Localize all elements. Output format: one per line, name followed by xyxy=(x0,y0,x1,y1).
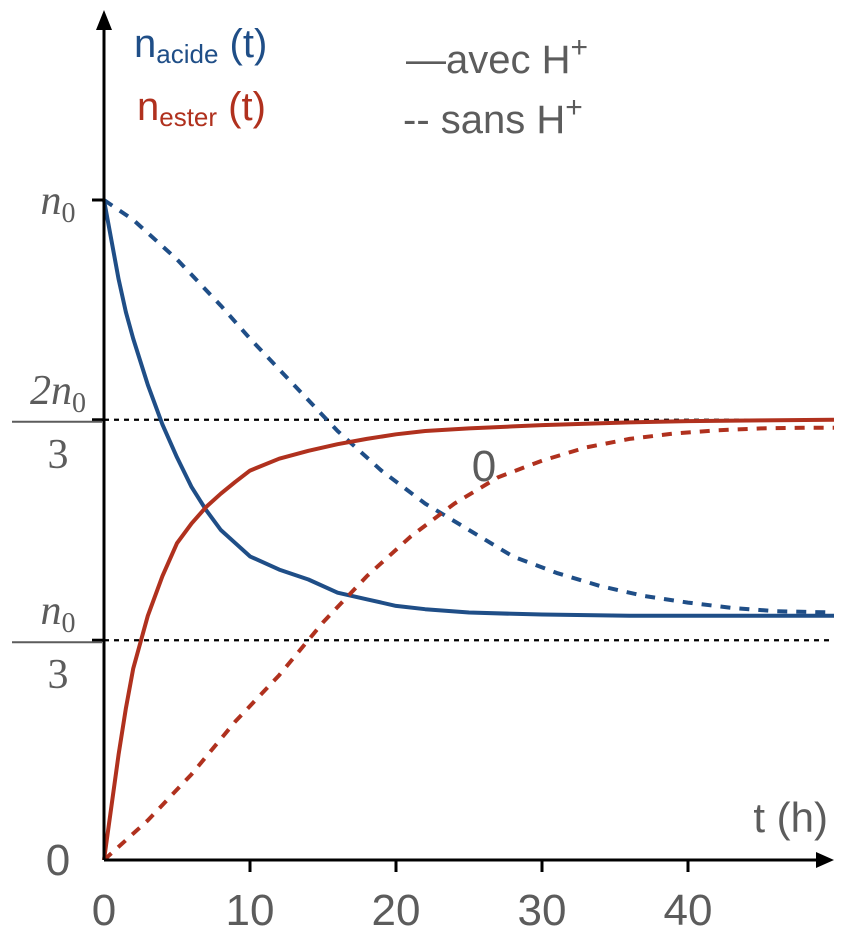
legend-ester-suffix: (t) xyxy=(217,85,266,129)
legend-sans-symbol: -- xyxy=(403,98,430,142)
legend-ester-main: n xyxy=(137,85,159,129)
y-tick-num-main: n xyxy=(41,588,62,634)
legend-acide-suffix: (t) xyxy=(218,22,267,66)
series-line-ester_avec xyxy=(102,417,835,861)
reference-lines xyxy=(104,418,834,642)
legend-ester: nester (t) xyxy=(137,85,266,132)
y-tick-num-sub: 0 xyxy=(72,388,86,419)
y-tick-label: 0 xyxy=(46,836,70,885)
y-tick-label-numerator: n0 xyxy=(41,588,76,639)
legend-sans-text: sans H xyxy=(430,98,566,142)
y-tick-label-denominator: 3 xyxy=(48,432,69,478)
y-tick-num-main: n xyxy=(41,178,62,224)
legend-avec-sup: + xyxy=(571,31,589,64)
curve-annotation: 0 xyxy=(472,442,496,491)
legend-sans-sup: + xyxy=(565,91,583,124)
x-tick-label: 20 xyxy=(372,886,421,933)
legend-avec-symbol: — xyxy=(406,38,446,82)
y-axis-arrow xyxy=(96,10,112,30)
x-tick-label: 10 xyxy=(226,886,275,933)
legend-acide-sub: acide xyxy=(156,39,218,69)
legend-styles: —avec H+ -- sans H+ xyxy=(403,31,588,142)
y-tick-label-numerator: n0 xyxy=(41,178,76,229)
series-line-acide_avec xyxy=(102,199,834,618)
legend-series: nacide (t) nester (t) xyxy=(134,22,267,132)
legend-avec-text: avec H xyxy=(446,38,571,82)
x-tick-label: 0 xyxy=(92,886,116,933)
legend-acide: nacide (t) xyxy=(134,22,267,69)
y-tick-label-denominator: 3 xyxy=(48,652,69,698)
axes xyxy=(96,10,834,868)
y-tick-label-numerator: 2n0 xyxy=(30,368,86,419)
x-ticks: 0 10 20 30 40 xyxy=(92,860,713,933)
legend-acide-main: n xyxy=(134,22,156,66)
legend-ester-sub: ester xyxy=(159,102,217,132)
series-line-acide_sans xyxy=(102,198,835,615)
x-axis-label: t (h) xyxy=(753,794,828,841)
x-tick-label: 30 xyxy=(518,886,567,933)
legend-avec: —avec H+ xyxy=(406,31,588,82)
y-tick-num-sub: 0 xyxy=(62,198,76,229)
x-axis-arrow xyxy=(816,852,834,868)
y-tick-num-sub: 0 xyxy=(62,608,76,639)
x-tick-label: 40 xyxy=(664,886,713,933)
y-tick-num-main: 2n xyxy=(30,368,72,414)
legend-sans: -- sans H+ xyxy=(403,91,583,142)
curves xyxy=(102,198,835,862)
series-line-ester_sans xyxy=(102,425,834,862)
